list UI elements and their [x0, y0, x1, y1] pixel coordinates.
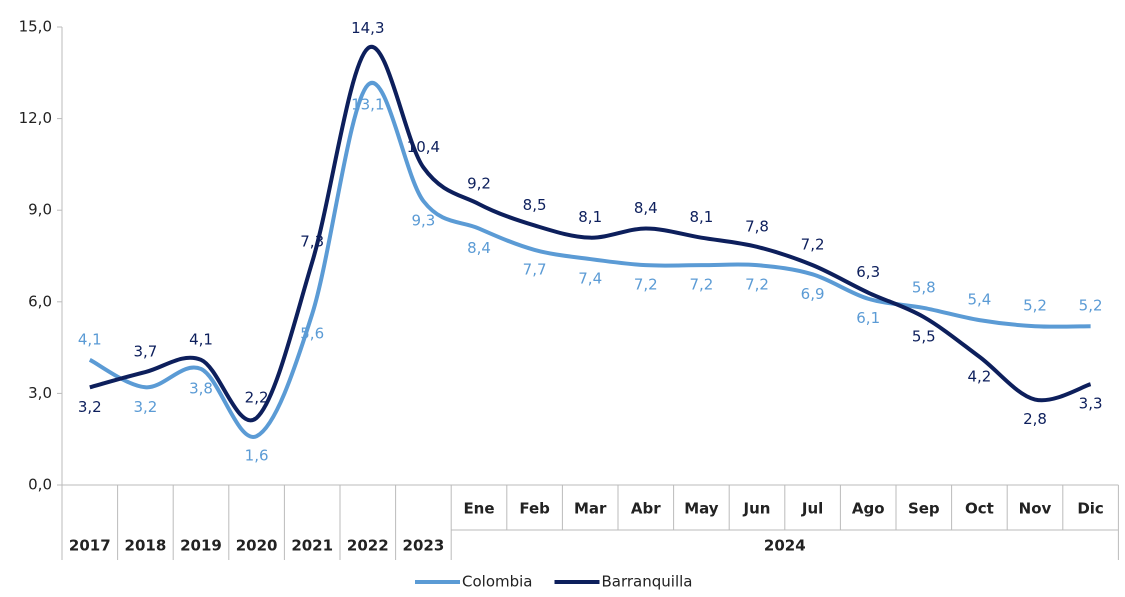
data-label: 5,6	[300, 325, 324, 343]
data-label: 2,8	[1023, 410, 1047, 428]
data-label: 10,4	[407, 138, 440, 156]
data-label: 7,3	[300, 233, 324, 251]
data-label: 14,3	[351, 19, 384, 37]
data-label: 6,9	[801, 285, 825, 303]
y-tick-label: 3,0	[28, 384, 52, 402]
y-tick-label: 12,0	[19, 109, 52, 127]
data-label: 9,2	[467, 175, 491, 193]
data-label: 9,3	[411, 212, 435, 230]
x-tick-label: Nov	[1019, 500, 1052, 518]
x-group-label: 2024	[764, 537, 806, 555]
x-tick-label: 2020	[236, 537, 278, 555]
x-tick-label: Jul	[801, 500, 823, 518]
data-label: 1,6	[245, 447, 269, 465]
data-label: 8,4	[467, 239, 491, 257]
data-label: 8,1	[689, 208, 713, 226]
data-label: 7,7	[523, 260, 547, 278]
data-label: 2,2	[245, 388, 269, 406]
x-tick-label: Oct	[965, 500, 994, 518]
data-label: 8,5	[523, 196, 547, 214]
data-label: 4,1	[78, 330, 102, 348]
x-tick-label: Dic	[1077, 500, 1103, 518]
legend-label: Barranquilla	[602, 573, 693, 591]
data-label: 8,4	[634, 199, 658, 217]
data-label: 4,1	[189, 330, 213, 348]
data-label: 7,2	[745, 276, 769, 294]
y-tick-label: 6,0	[28, 292, 52, 310]
legend-label: Colombia	[462, 573, 533, 591]
x-tick-label: Abr	[631, 500, 661, 518]
data-label: 13,1	[351, 96, 384, 114]
data-label: 3,2	[133, 398, 157, 416]
data-label: 3,2	[78, 398, 102, 416]
data-label: 3,7	[133, 343, 157, 361]
x-tick-label: 2021	[291, 537, 333, 555]
x-tick-label: Ago	[852, 500, 885, 518]
data-label: 3,8	[189, 379, 213, 397]
x-tick-label: Feb	[519, 500, 550, 518]
x-tick-label: Jun	[743, 500, 771, 518]
data-label: 7,2	[801, 236, 825, 254]
line	[88, 80, 1091, 439]
data-label: 7,8	[745, 217, 769, 235]
data-label: 3,3	[1079, 395, 1103, 413]
data-label: 7,2	[689, 276, 713, 294]
x-tick-label: 2017	[69, 537, 111, 555]
data-label: 5,2	[1023, 297, 1047, 315]
x-tick-label: 2019	[180, 537, 222, 555]
y-tick-label: 15,0	[19, 18, 52, 36]
data-label: 6,3	[856, 263, 880, 281]
x-tick-label: 2022	[347, 537, 389, 555]
data-label: 7,2	[634, 276, 658, 294]
data-label: 7,4	[578, 270, 602, 288]
x-tick-label: 2023	[403, 537, 445, 555]
data-label: 4,2	[967, 367, 991, 385]
data-label: 5,8	[912, 278, 936, 296]
data-label: 6,1	[856, 309, 880, 327]
data-label: 5,5	[912, 328, 936, 346]
y-tick-label: 9,0	[28, 201, 52, 219]
x-tick-label: 2018	[125, 537, 167, 555]
data-label: 5,4	[967, 291, 991, 309]
data-label: 8,1	[578, 208, 602, 226]
line	[89, 44, 1092, 423]
x-tick-label: Ene	[463, 500, 494, 518]
x-tick-label: Sep	[908, 500, 940, 518]
x-tick-label: Mar	[574, 500, 607, 518]
x-tick-label: May	[684, 500, 719, 518]
data-label: 5,2	[1079, 297, 1103, 315]
y-tick-label: 0,0	[28, 476, 52, 494]
